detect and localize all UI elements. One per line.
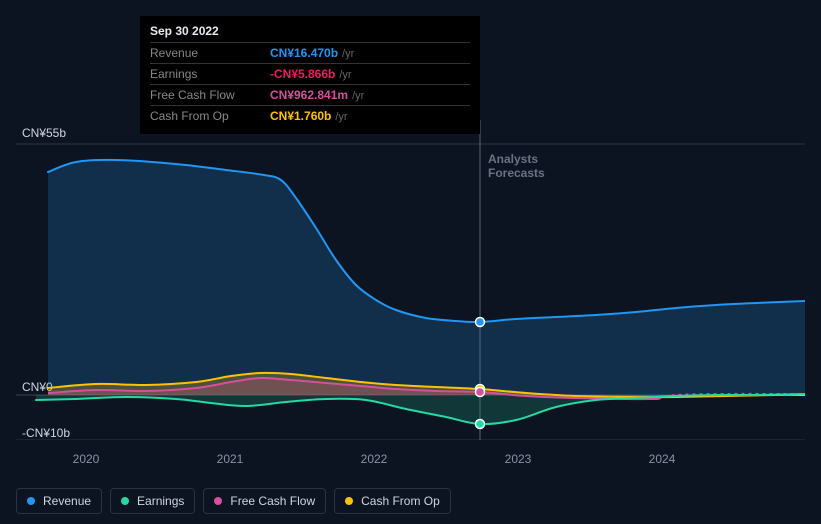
tooltip-row-value: CN¥962.841m/yr bbox=[270, 85, 470, 106]
legend: Revenue Earnings Free Cash Flow Cash Fro… bbox=[16, 488, 451, 514]
x-tick-2021: 2021 bbox=[217, 452, 244, 466]
x-axis: 2020 2021 2022 2023 2024 bbox=[16, 452, 805, 472]
x-tick-2022: 2022 bbox=[361, 452, 388, 466]
legend-cfo[interactable]: Cash From Op bbox=[334, 488, 451, 514]
x-tick-2023: 2023 bbox=[505, 452, 532, 466]
tooltip-row: Free Cash FlowCN¥962.841m/yr bbox=[150, 85, 470, 106]
chart-area[interactable] bbox=[16, 120, 805, 440]
tooltip-row-value: CN¥1.760b/yr bbox=[270, 106, 470, 127]
x-tick-2020: 2020 bbox=[73, 452, 100, 466]
tooltip-row: Cash From OpCN¥1.760b/yr bbox=[150, 106, 470, 127]
legend-label-revenue: Revenue bbox=[43, 494, 91, 508]
legend-revenue[interactable]: Revenue bbox=[16, 488, 102, 514]
tooltip-row-value: -CN¥5.866b/yr bbox=[270, 64, 470, 85]
legend-dot-earnings bbox=[121, 497, 129, 505]
tooltip-row-label: Revenue bbox=[150, 43, 270, 64]
legend-dot-fcf bbox=[214, 497, 222, 505]
tooltip-row-value: CN¥16.470b/yr bbox=[270, 43, 470, 64]
legend-label-earnings: Earnings bbox=[137, 494, 184, 508]
legend-fcf[interactable]: Free Cash Flow bbox=[203, 488, 326, 514]
tooltip-row-label: Earnings bbox=[150, 64, 270, 85]
x-tick-2024: 2024 bbox=[649, 452, 676, 466]
legend-label-fcf: Free Cash Flow bbox=[230, 494, 315, 508]
legend-dot-revenue bbox=[27, 497, 35, 505]
legend-dot-cfo bbox=[345, 497, 353, 505]
legend-earnings[interactable]: Earnings bbox=[110, 488, 195, 514]
tooltip-row: RevenueCN¥16.470b/yr bbox=[150, 43, 470, 64]
tooltip-row: Earnings-CN¥5.866b/yr bbox=[150, 64, 470, 85]
tooltip-row-label: Free Cash Flow bbox=[150, 85, 270, 106]
data-tooltip: Sep 30 2022 RevenueCN¥16.470b/yrEarnings… bbox=[140, 16, 480, 134]
tooltip-row-label: Cash From Op bbox=[150, 106, 270, 127]
tooltip-date: Sep 30 2022 bbox=[150, 24, 470, 38]
legend-label-cfo: Cash From Op bbox=[361, 494, 440, 508]
